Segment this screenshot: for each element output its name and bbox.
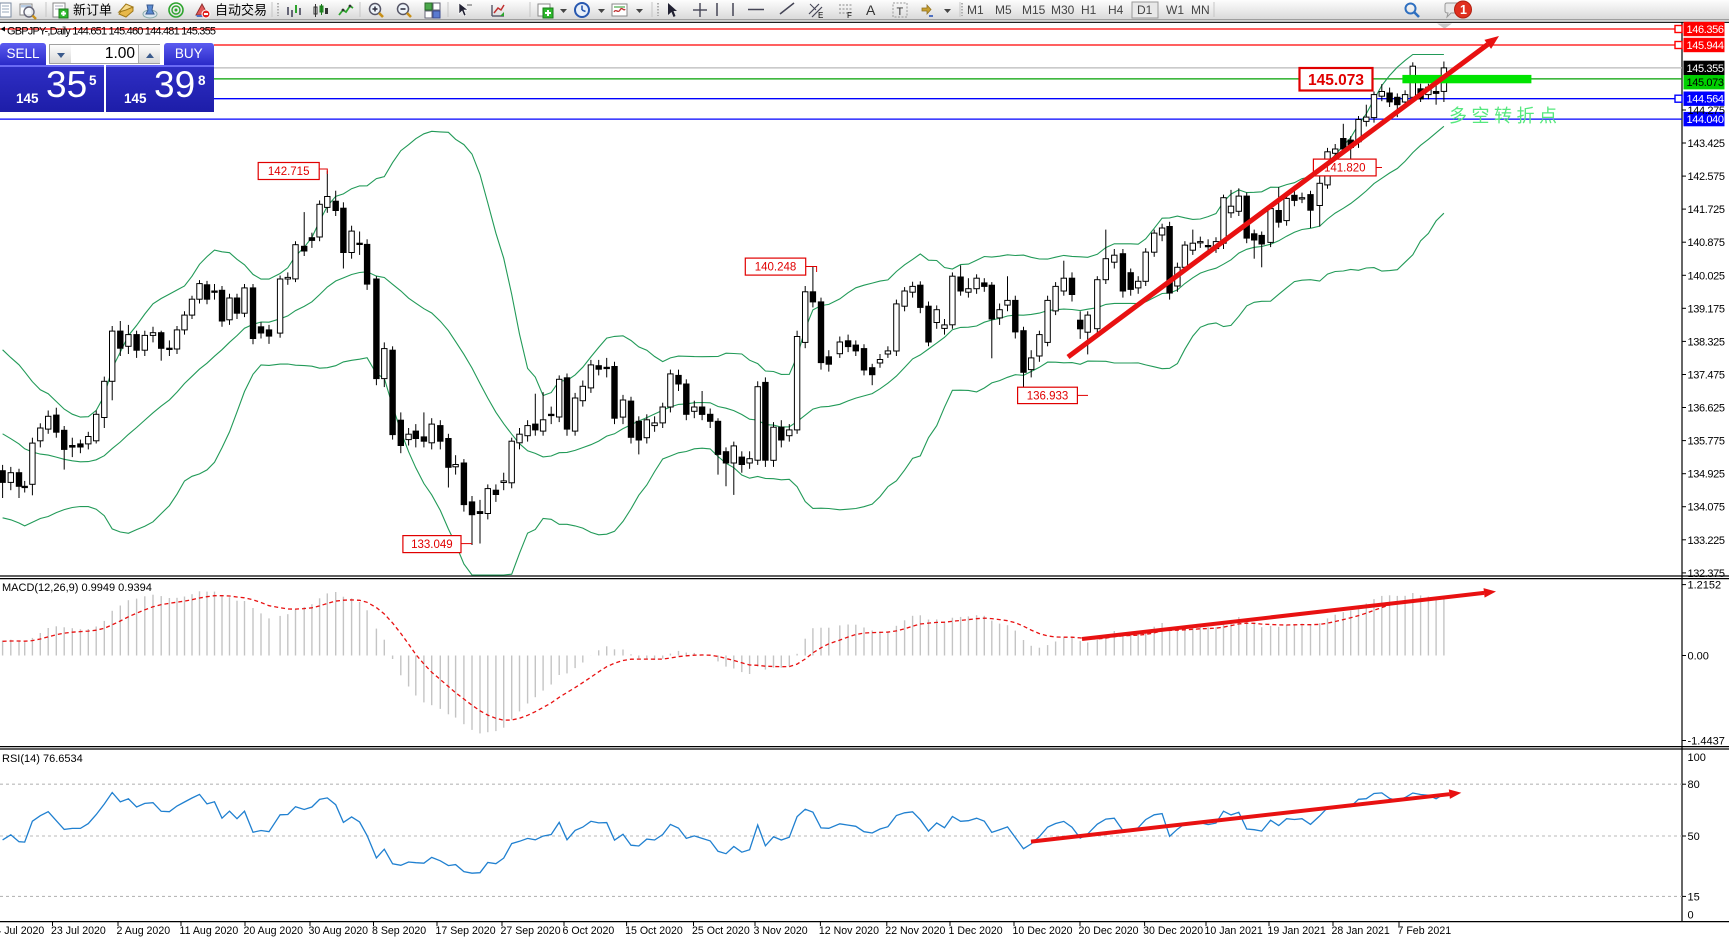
svg-text:10 Jan 2021: 10 Jan 2021: [1205, 925, 1263, 937]
svg-text:137.475: 137.475: [1688, 370, 1726, 382]
svg-text:145.073: 145.073: [1687, 77, 1725, 89]
svg-text:2 Aug 2020: 2 Aug 2020: [117, 925, 171, 937]
svg-text:143.425: 143.425: [1688, 138, 1726, 150]
svg-text:133.049: 133.049: [411, 539, 453, 551]
svg-text:自动交易: 自动交易: [215, 3, 267, 18]
svg-text:141.725: 141.725: [1688, 204, 1726, 216]
svg-text:144.275: 144.275: [1688, 105, 1726, 117]
svg-text:T: T: [897, 6, 904, 18]
svg-text:15 Oct 2020: 15 Oct 2020: [625, 925, 683, 937]
svg-text:23 Jul 2020: 23 Jul 2020: [51, 925, 106, 937]
svg-text:0.00: 0.00: [1688, 651, 1709, 663]
svg-text:H4: H4: [1108, 3, 1124, 17]
svg-text:1.2152: 1.2152: [1688, 580, 1722, 592]
svg-text:GBPJPY-,Daily 144.651 145.460: GBPJPY-,Daily 144.651 145.460 144.481 14…: [7, 26, 216, 38]
svg-text:M30: M30: [1051, 3, 1075, 17]
svg-text:11 Aug 2020: 11 Aug 2020: [180, 925, 239, 937]
svg-text:W1: W1: [1166, 3, 1184, 17]
svg-text:136.933: 136.933: [1027, 391, 1069, 403]
svg-text:144.040: 144.040: [1687, 114, 1725, 126]
svg-text:132.375: 132.375: [1688, 568, 1726, 580]
svg-text:141.820: 141.820: [1324, 163, 1366, 175]
svg-text:E: E: [818, 11, 823, 20]
svg-text:138.325: 138.325: [1688, 336, 1726, 348]
svg-text:8 Sep 2020: 8 Sep 2020: [372, 925, 426, 937]
svg-text:140.025: 140.025: [1688, 270, 1726, 282]
svg-text:30 Dec 2020: 30 Dec 2020: [1143, 925, 1203, 937]
svg-text:80: 80: [1688, 779, 1700, 791]
svg-text:20 Aug 2020: 20 Aug 2020: [244, 925, 304, 937]
svg-text:1: 1: [1460, 3, 1467, 17]
svg-text:15: 15: [1688, 891, 1700, 903]
svg-text:136.625: 136.625: [1688, 403, 1726, 415]
svg-text:145.073: 145.073: [1308, 72, 1364, 89]
svg-text:27 Sep 2020: 27 Sep 2020: [501, 925, 561, 937]
svg-text:12 Nov 2020: 12 Nov 2020: [819, 925, 879, 937]
svg-text:145.944: 145.944: [1687, 40, 1725, 52]
svg-text:20 Dec 2020: 20 Dec 2020: [1079, 925, 1139, 937]
svg-text:-1.4437: -1.4437: [1688, 736, 1725, 748]
svg-text:22 Nov 2020: 22 Nov 2020: [885, 925, 945, 937]
svg-text:142.715: 142.715: [268, 166, 310, 178]
svg-text:M1: M1: [967, 3, 984, 17]
svg-text:134.925: 134.925: [1688, 469, 1726, 481]
svg-text:M5: M5: [995, 3, 1012, 17]
svg-text:30 Aug 2020: 30 Aug 2020: [309, 925, 369, 937]
svg-text:6 Oct 2020: 6 Oct 2020: [563, 925, 615, 937]
svg-text:135.775: 135.775: [1688, 436, 1726, 448]
svg-text:28 Jan 2021: 28 Jan 2021: [1332, 925, 1390, 937]
svg-text:50: 50: [1688, 831, 1700, 843]
svg-text:MN: MN: [1191, 3, 1210, 17]
svg-text:M15: M15: [1022, 3, 1046, 17]
svg-text:14 Jul 2020: 14 Jul 2020: [0, 925, 44, 937]
svg-text:17 Sep 2020: 17 Sep 2020: [436, 925, 496, 937]
svg-text:7 Feb 2021: 7 Feb 2021: [1398, 925, 1452, 937]
svg-text:134.075: 134.075: [1688, 502, 1726, 514]
svg-text:0: 0: [1688, 910, 1694, 922]
svg-text:D1: D1: [1137, 3, 1153, 17]
svg-text:140.248: 140.248: [755, 262, 797, 274]
svg-text:F: F: [847, 11, 852, 20]
svg-text:140.875: 140.875: [1688, 237, 1726, 249]
svg-text:139.175: 139.175: [1688, 303, 1726, 315]
svg-text:144.564: 144.564: [1687, 94, 1725, 106]
svg-text:10 Dec 2020: 10 Dec 2020: [1013, 925, 1073, 937]
svg-text:19 Jan 2021: 19 Jan 2021: [1268, 925, 1326, 937]
svg-text:A: A: [866, 2, 876, 18]
svg-text:100: 100: [1688, 752, 1706, 764]
svg-text:142.575: 142.575: [1688, 171, 1726, 183]
svg-text:145.355: 145.355: [1687, 63, 1725, 75]
svg-text:多空转折点: 多空转折点: [1449, 106, 1562, 126]
svg-text:H1: H1: [1081, 3, 1097, 17]
svg-text:MACD(12,26,9) 0.9949 0.9394: MACD(12,26,9) 0.9949 0.9394: [2, 582, 152, 594]
svg-text:3 Nov 2020: 3 Nov 2020: [754, 925, 808, 937]
svg-text:146.356: 146.356: [1687, 24, 1725, 36]
svg-text:25 Oct 2020: 25 Oct 2020: [692, 925, 750, 937]
svg-text:RSI(14) 76.6534: RSI(14) 76.6534: [2, 753, 83, 765]
svg-text:新订单: 新订单: [73, 3, 112, 18]
svg-text:1 Dec 2020: 1 Dec 2020: [949, 925, 1003, 937]
svg-text:133.225: 133.225: [1688, 535, 1726, 547]
